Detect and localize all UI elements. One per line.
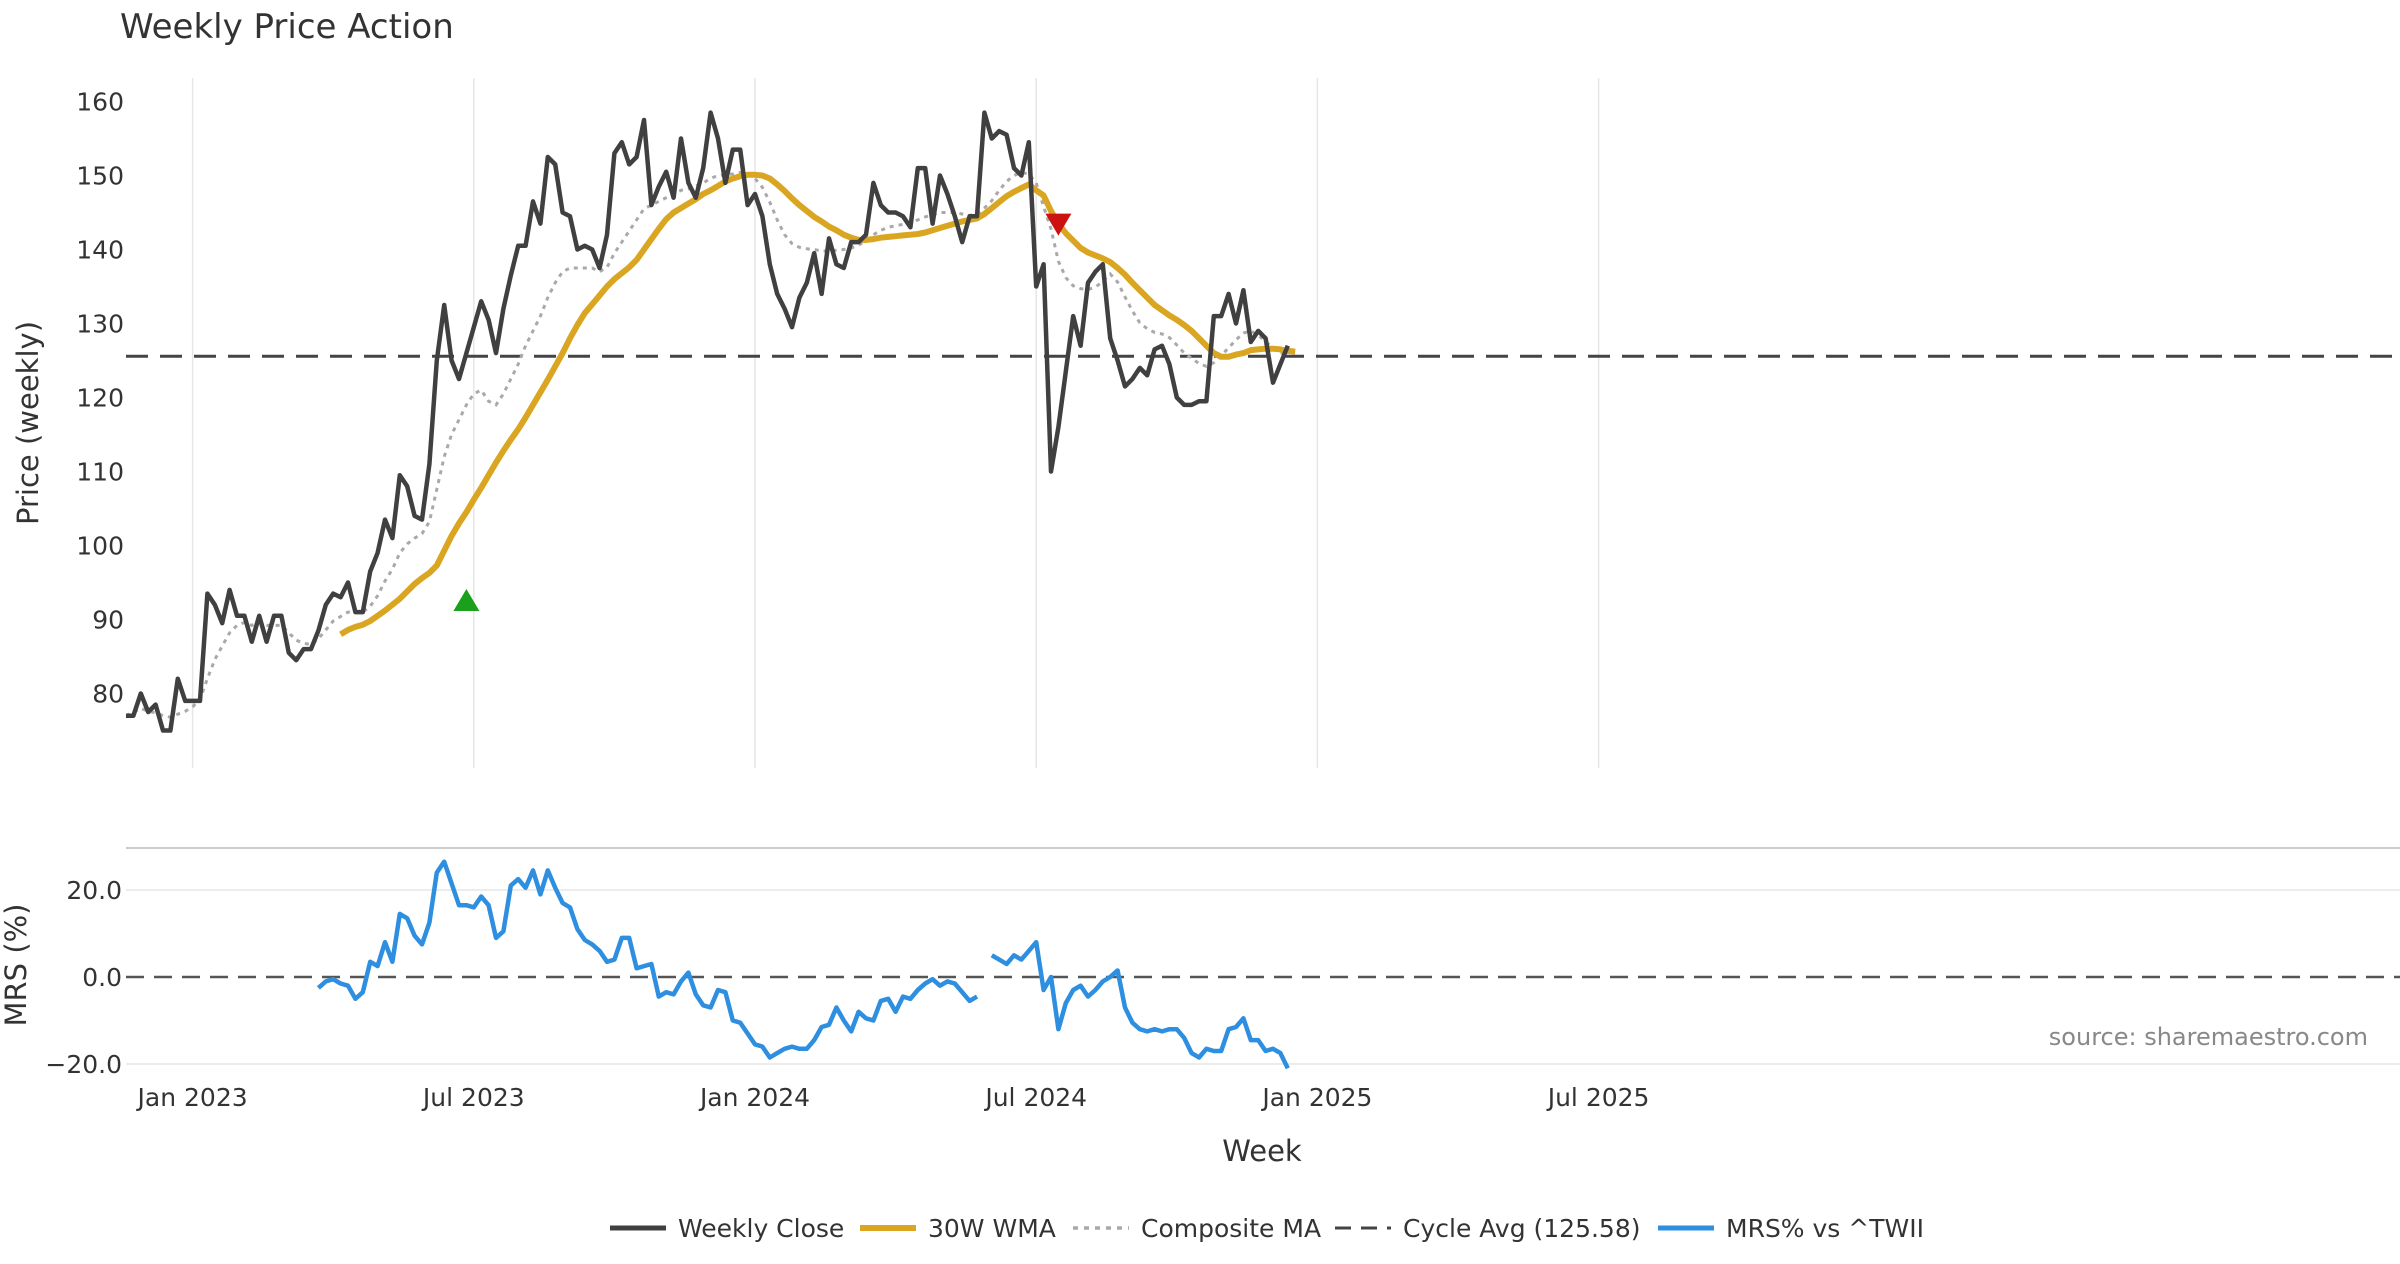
- legend-item-close: Weekly Close: [610, 1214, 844, 1243]
- wma-30w-line: [339, 171, 1296, 637]
- price-y-tick-label: 120: [76, 384, 124, 413]
- legend: Weekly Close 30W WMA Composite MA Cycle Avg…: [610, 1214, 1924, 1243]
- legend-label: 30W WMA: [928, 1214, 1056, 1243]
- mrs-y-tick-label: 20.0: [66, 876, 122, 905]
- legend-label: Composite MA: [1141, 1214, 1321, 1243]
- mrs-line-segment: [990, 939, 1290, 1070]
- price-series-group: [126, 110, 2400, 733]
- legend-label: MRS% vs ^TWII: [1726, 1214, 1924, 1243]
- legend-label: Weekly Close: [678, 1214, 844, 1243]
- mrs-y-tick-label: 0.0: [82, 963, 122, 992]
- mrs-line-segment: [316, 859, 979, 1060]
- price-y-tick-label: 80: [92, 680, 124, 709]
- legend-item-wma: 30W WMA: [860, 1214, 1056, 1243]
- legend-item-mrs: MRS% vs ^TWII: [1658, 1214, 1924, 1243]
- price-y-axis-label: Price (weekly): [11, 321, 45, 525]
- mrs-y-axis-label: MRS (%): [0, 904, 33, 1027]
- price-y-tick-label: 100: [76, 532, 124, 561]
- x-tick-label: Jul 2025: [1546, 1083, 1650, 1112]
- x-tick-label: Jan 2025: [1260, 1083, 1372, 1112]
- x-tick-labels: Jan 2023 Jul 2023 Jan 2024 Jul 2024 Jan 2025…: [136, 1083, 1650, 1112]
- x-tick-label: Jan 2024: [698, 1083, 810, 1112]
- x-tick-label: Jul 2023: [421, 1083, 525, 1112]
- chart-title: Weekly Price Action: [120, 7, 454, 47]
- price-y-tick-label: 90: [92, 606, 124, 635]
- signal-markers: [453, 213, 1072, 611]
- legend-item-cycle: Cycle Avg (125.58): [1335, 1214, 1641, 1243]
- mrs-y-tick-labels: 20.0 0.0 −20.0: [45, 876, 122, 1079]
- x-tick-label: Jan 2023: [136, 1083, 248, 1112]
- price-y-tick-label: 150: [76, 162, 124, 191]
- price-y-tick-label: 110: [76, 458, 124, 487]
- mrs-gridlines: [126, 889, 2400, 1065]
- source-watermark: source: sharemaestro.com: [2049, 1023, 2368, 1051]
- composite-ma-line: [126, 170, 1296, 719]
- price-y-tick-label: 130: [76, 310, 124, 339]
- price-y-tick-labels: 80 90 100 110 120 130 140 150 160: [76, 88, 124, 709]
- mrs-series-group: [126, 859, 2400, 1070]
- price-y-tick-label: 140: [76, 236, 124, 265]
- mrs-y-tick-label: −20.0: [45, 1050, 122, 1079]
- sell-signal-marker: [1045, 213, 1072, 236]
- price-y-tick-label: 160: [76, 88, 124, 117]
- weekly-close-line: [126, 110, 1290, 733]
- buy-signal-marker: [453, 589, 480, 611]
- price-gridlines: [191, 78, 1600, 768]
- legend-label: Cycle Avg (125.58): [1403, 1214, 1641, 1243]
- x-axis-label: Week: [1222, 1134, 1302, 1168]
- legend-item-composite: Composite MA: [1073, 1214, 1321, 1243]
- x-tick-label: Jul 2024: [983, 1083, 1087, 1112]
